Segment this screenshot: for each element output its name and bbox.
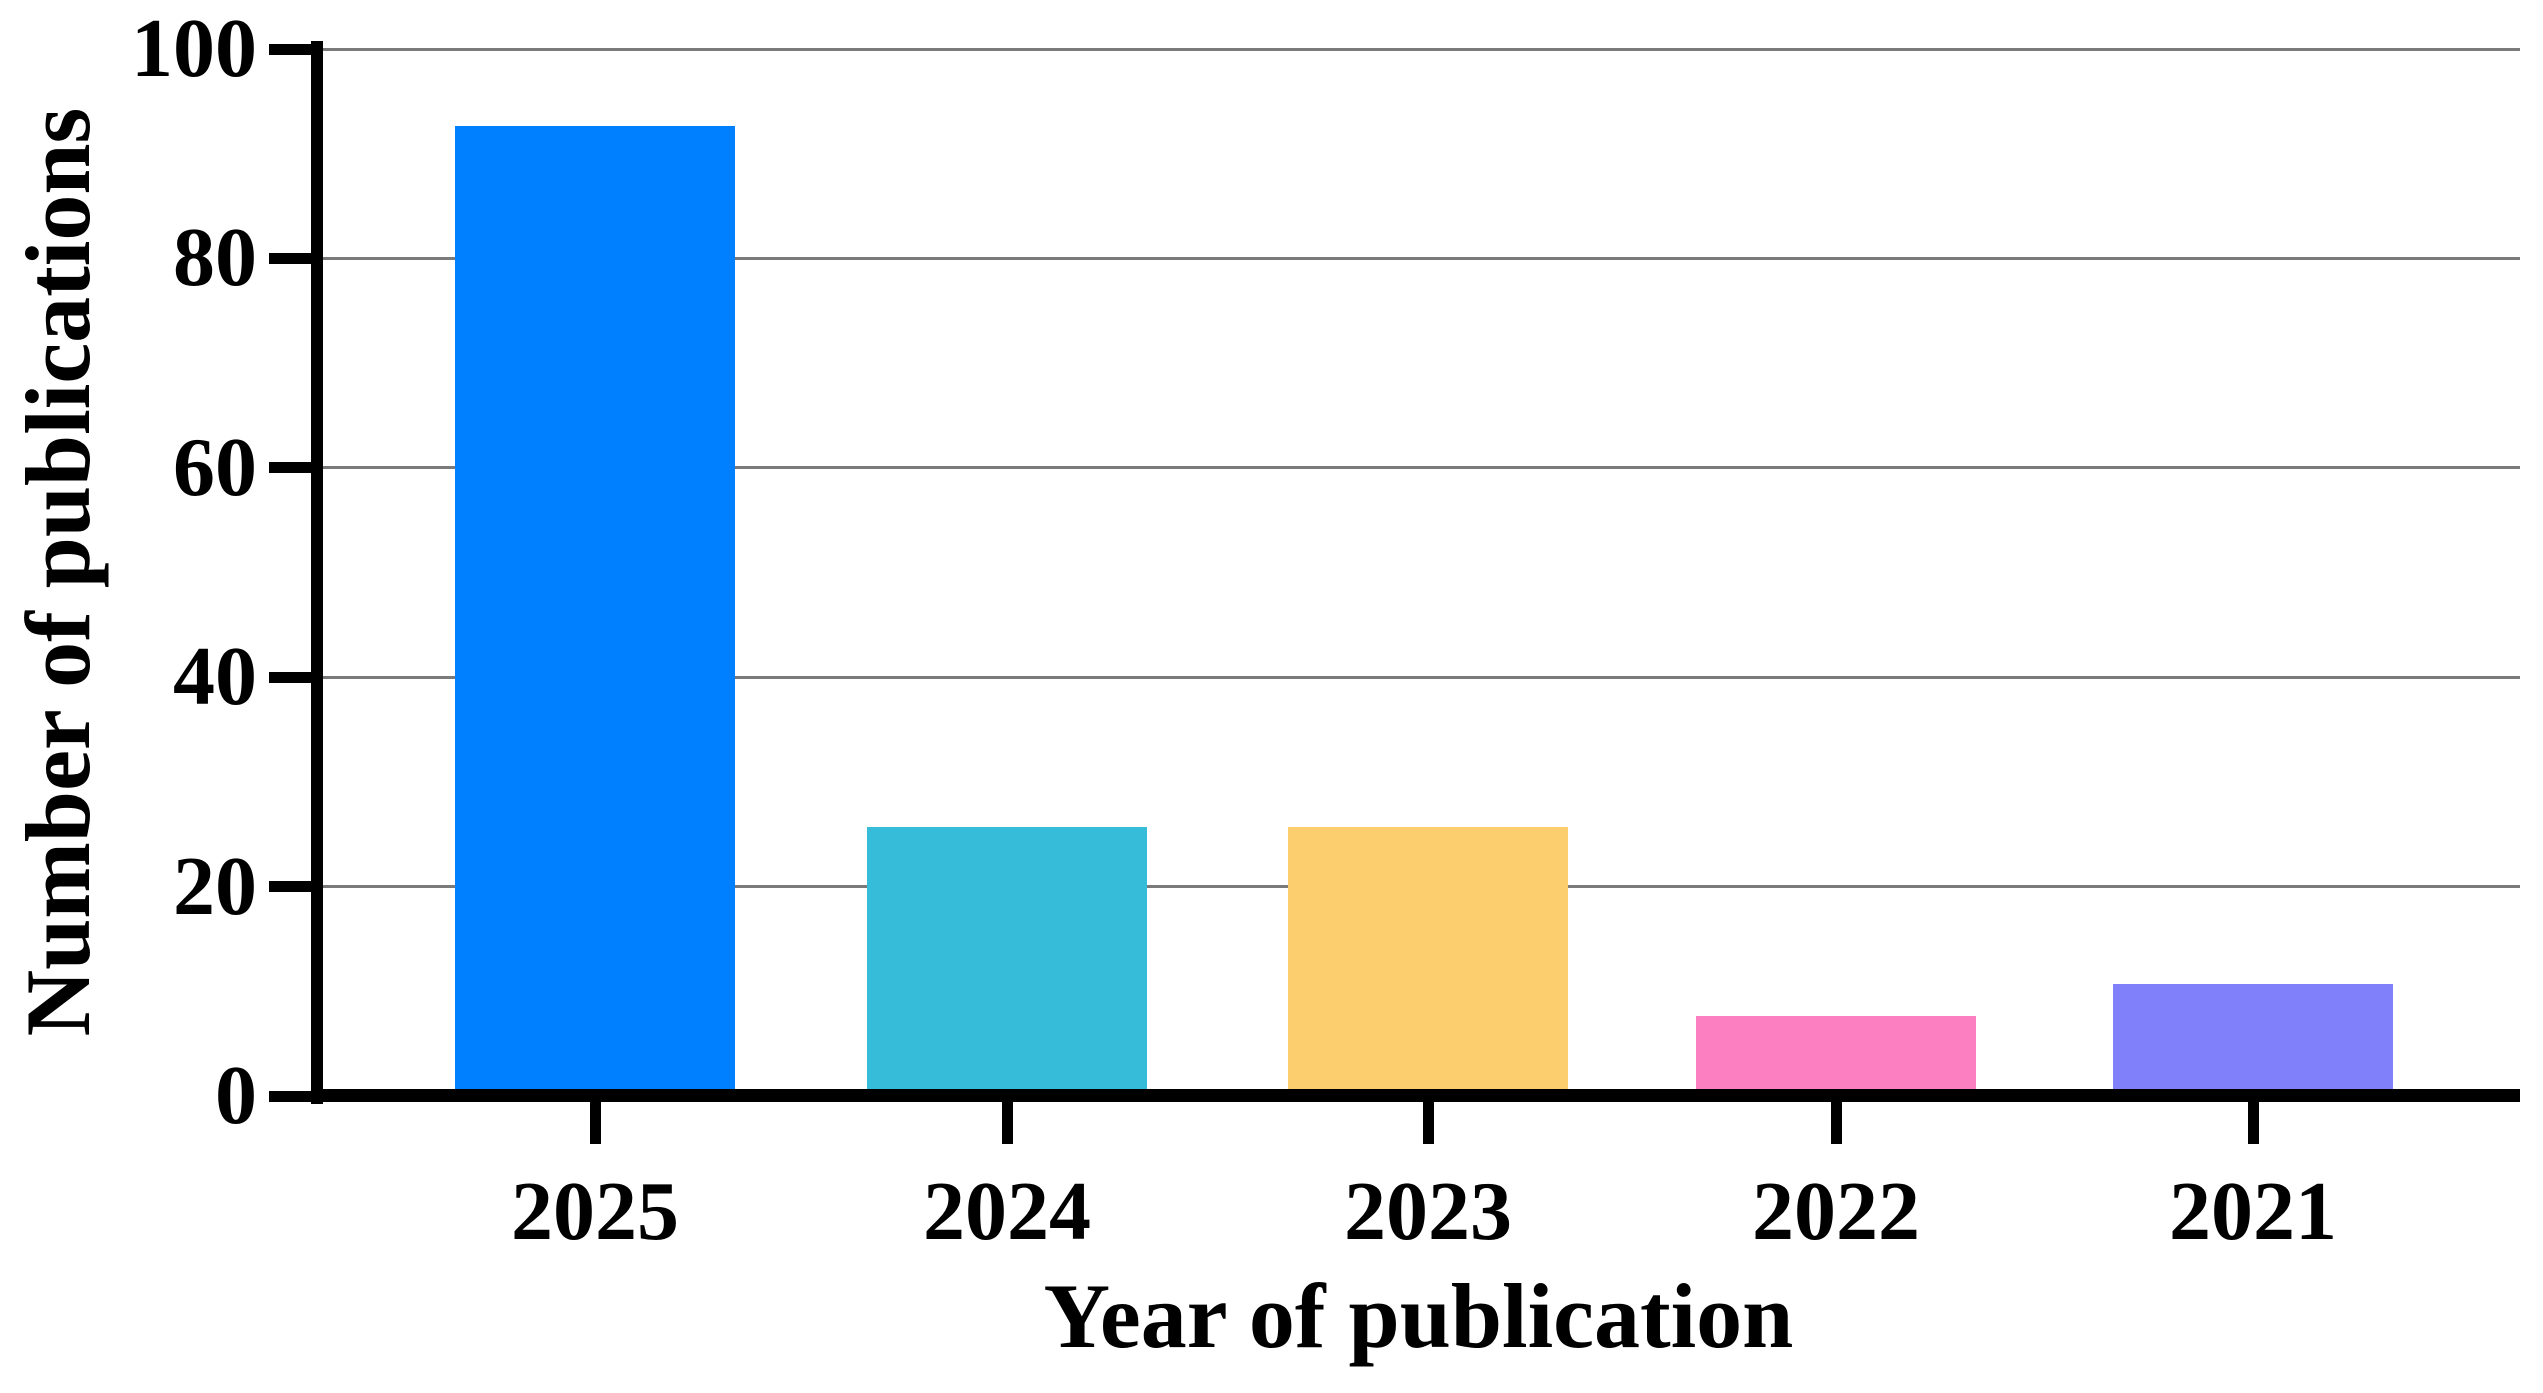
- y-tick-60: [269, 462, 317, 474]
- bar-2025: [455, 125, 735, 1089]
- y-tick-label-100: 100: [131, 2, 257, 95]
- bar-2024: [867, 827, 1147, 1089]
- x-axis-title: Year of publication: [1043, 1265, 1794, 1367]
- x-tick-label-2022: 2022: [1752, 1165, 1920, 1258]
- x-tick-label-2023: 2023: [1344, 1165, 1512, 1258]
- y-tick-20: [269, 881, 317, 893]
- y-tick-0: [269, 1090, 317, 1102]
- x-axis-baseline: [311, 1089, 2520, 1102]
- y-axis-spine: [311, 41, 323, 1104]
- x-tick-label-2025: 2025: [511, 1165, 679, 1258]
- y-tick-label-40: 40: [173, 630, 257, 724]
- bar-2022: [1696, 1015, 1976, 1089]
- x-tick-2022: [1830, 1102, 1842, 1144]
- gridline-100: [317, 47, 2520, 51]
- y-tick-label-20: 20: [173, 839, 257, 933]
- bar-2023: [1288, 827, 1568, 1089]
- gridline-40: [317, 675, 2520, 679]
- x-tick-2025: [589, 1102, 601, 1144]
- x-tick-label-2024: 2024: [923, 1165, 1091, 1258]
- gridline-60: [317, 466, 2520, 470]
- x-tick-2024: [1001, 1102, 1013, 1144]
- y-tick-label-0: 0: [215, 1049, 257, 1142]
- y-tick-100: [269, 43, 317, 55]
- gridline-80: [317, 256, 2520, 260]
- x-tick-2021: [2247, 1102, 2259, 1144]
- y-tick-40: [269, 671, 317, 683]
- x-tick-label-2021: 2021: [2169, 1165, 2337, 1258]
- y-tick-80: [269, 252, 317, 264]
- plot-area: 2025 2024 2023 2022 2021 0 20 40 60 80 100: [131, 2, 2520, 1258]
- y-tick-label-80: 80: [173, 211, 257, 305]
- y-tick-label-60: 60: [173, 420, 257, 514]
- bar-2021: [2113, 984, 2393, 1089]
- x-tick-2023: [1422, 1102, 1434, 1144]
- y-axis-title: Number of publications: [7, 107, 109, 1037]
